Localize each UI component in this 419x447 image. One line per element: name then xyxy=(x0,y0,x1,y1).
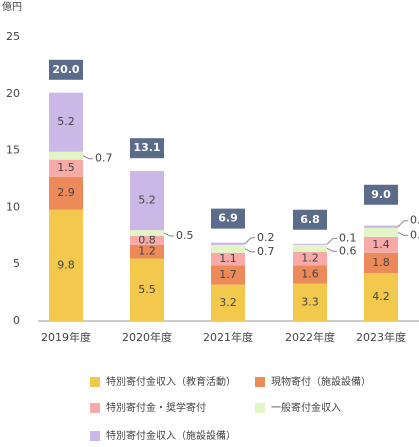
data-label: 5.5 xyxy=(138,283,156,296)
bar-segment xyxy=(293,243,327,245)
bar-segment xyxy=(130,235,164,245)
bar-segment xyxy=(130,244,164,259)
legend-swatch xyxy=(90,431,100,441)
data-label: 0.1 xyxy=(339,231,357,244)
bar-segment xyxy=(364,236,398,253)
total-label: 6.8 xyxy=(300,213,320,226)
x-tick-label: 2023年度 xyxy=(356,330,406,344)
legend-label: 特別寄付金・奨学寄付 xyxy=(106,401,206,414)
bar-segment xyxy=(364,227,398,237)
bar-segment xyxy=(211,265,245,285)
bar-segment xyxy=(211,284,245,321)
leader-line xyxy=(397,220,408,228)
bar-segment xyxy=(49,92,83,152)
leader-line xyxy=(244,248,255,253)
bar-segment xyxy=(293,283,327,321)
legend-label: 特別寄付金収入（施設設備） xyxy=(106,429,236,442)
bar-segment xyxy=(49,151,83,160)
bar-segment xyxy=(49,209,83,321)
total-box xyxy=(49,59,83,80)
legend-swatch xyxy=(255,403,265,413)
bar-segment xyxy=(293,265,327,284)
x-tick-label: 2021年度 xyxy=(203,330,253,344)
data-label: 0.2 xyxy=(257,231,275,244)
leader-line xyxy=(82,155,93,160)
legend-label: 一般寄付金収入 xyxy=(271,401,341,414)
data-label: 3.2 xyxy=(219,296,237,309)
bar-segment xyxy=(211,244,245,253)
data-label: 1.7 xyxy=(219,268,237,281)
data-label: 1.4 xyxy=(372,238,390,251)
y-axis-label: 億円 xyxy=(2,0,22,13)
data-label: 9.8 xyxy=(57,258,75,271)
data-label: 0.6 xyxy=(339,244,357,257)
y-tick-label: 10 xyxy=(6,200,20,213)
leader-line xyxy=(397,231,408,236)
total-label: 20.0 xyxy=(52,63,79,76)
data-label: 5.2 xyxy=(138,194,156,207)
bar-segment xyxy=(364,252,398,274)
total-box xyxy=(211,208,245,229)
data-label: 0.2 xyxy=(410,214,419,227)
bar-segment xyxy=(364,273,398,321)
bar-segment xyxy=(211,242,245,245)
bar-segment xyxy=(293,251,327,266)
bar-segment xyxy=(49,159,83,177)
data-label: 1.2 xyxy=(138,245,156,258)
y-tick-label: 20 xyxy=(6,87,20,100)
legend-swatch xyxy=(255,377,265,387)
total-label: 9.0 xyxy=(371,188,391,201)
bar-segment xyxy=(49,176,83,210)
data-label: 4.2 xyxy=(372,290,390,303)
data-label: 0.7 xyxy=(95,152,113,165)
bar-segment xyxy=(130,230,164,236)
total-box xyxy=(130,138,164,159)
data-label: 1.8 xyxy=(372,256,390,269)
data-label: 0.8 xyxy=(138,233,156,246)
bar-segment xyxy=(211,252,245,266)
y-tick-label: 25 xyxy=(6,30,20,43)
legend-label: 現物寄付（施設設備） xyxy=(271,375,371,388)
x-tick-label: 2022年度 xyxy=(285,330,335,344)
leader-line xyxy=(326,247,337,252)
x-tick-label: 2019年度 xyxy=(41,330,91,344)
data-label: 0.8 xyxy=(410,228,419,241)
bar-segment xyxy=(130,171,164,231)
total-label: 6.9 xyxy=(218,212,238,225)
leader-line xyxy=(326,237,337,245)
data-label: 3.3 xyxy=(301,295,319,308)
x-tick-label: 2020年度 xyxy=(122,330,172,344)
total-box xyxy=(293,209,327,230)
y-tick-label: 5 xyxy=(13,257,20,270)
legend-label: 特別寄付金収入（教育活動） xyxy=(106,375,236,388)
bar-segment xyxy=(364,225,398,228)
data-label: 5.2 xyxy=(57,115,75,128)
bar-segment xyxy=(130,258,164,321)
data-label: 0.5 xyxy=(176,229,194,242)
data-label: 1.1 xyxy=(219,252,237,265)
y-tick-label: 0 xyxy=(13,314,20,327)
legend-swatch xyxy=(90,377,100,387)
leader-line xyxy=(163,232,174,237)
data-label: 1.6 xyxy=(301,267,319,280)
data-label: 0.7 xyxy=(257,245,275,258)
data-label: 1.5 xyxy=(57,161,75,174)
bar-segment xyxy=(293,244,327,252)
total-label: 13.1 xyxy=(133,141,160,154)
data-label: 1.2 xyxy=(301,252,319,265)
y-tick-label: 15 xyxy=(6,144,20,157)
data-label: 2.9 xyxy=(57,186,75,199)
leader-line xyxy=(244,237,255,245)
legend-swatch xyxy=(90,403,100,413)
total-box xyxy=(364,184,398,205)
